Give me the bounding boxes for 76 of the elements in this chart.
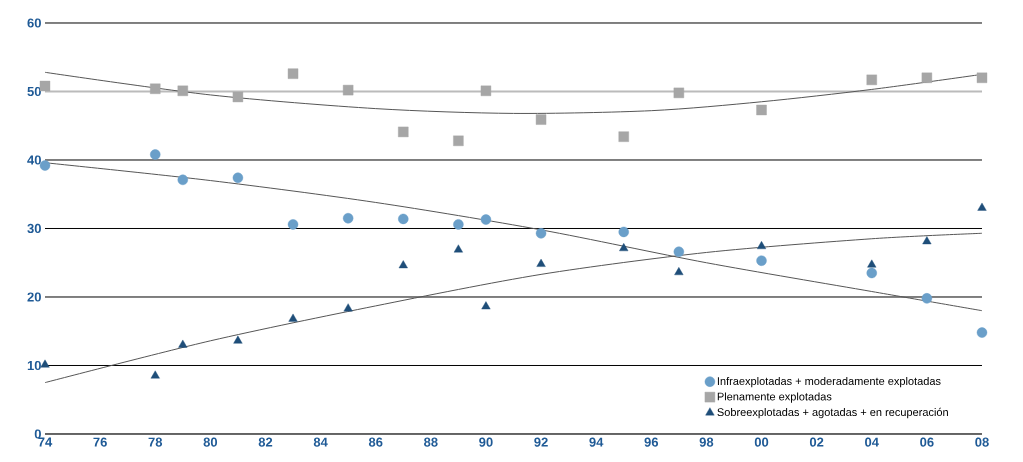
point bbox=[287, 68, 299, 79]
y-tick-label: 60 bbox=[27, 18, 41, 28]
point bbox=[453, 219, 464, 230]
point bbox=[618, 131, 629, 142]
x-tick-label: 92 bbox=[534, 437, 548, 447]
point bbox=[922, 236, 932, 245]
point bbox=[177, 174, 188, 186]
point bbox=[398, 260, 408, 269]
point bbox=[921, 293, 933, 304]
point bbox=[619, 243, 629, 252]
point bbox=[398, 126, 409, 138]
point bbox=[398, 213, 409, 225]
point bbox=[480, 85, 492, 96]
x-tick-label: 08 bbox=[975, 437, 989, 447]
point bbox=[535, 228, 547, 239]
point bbox=[480, 214, 492, 225]
legend-label: Infraexplotadas + moderadamente explotadas bbox=[717, 376, 941, 388]
x-tick-label: 74 bbox=[38, 437, 53, 447]
point bbox=[150, 83, 161, 94]
legend-label: Plenamente explotadas bbox=[717, 392, 832, 403]
point bbox=[232, 172, 244, 183]
x-tick-label: 90 bbox=[479, 437, 493, 447]
y-tick-label: 20 bbox=[27, 292, 41, 302]
x-tick-label: 04 bbox=[865, 437, 879, 447]
point bbox=[976, 327, 988, 338]
point bbox=[866, 267, 877, 279]
point bbox=[232, 91, 244, 103]
point bbox=[867, 259, 877, 268]
point bbox=[866, 74, 877, 86]
point bbox=[40, 359, 50, 368]
point bbox=[288, 313, 298, 322]
y-tick-label: 30 bbox=[27, 223, 41, 234]
point bbox=[756, 104, 767, 116]
point bbox=[343, 303, 353, 312]
point bbox=[756, 255, 767, 266]
x-tick-label: 88 bbox=[424, 437, 438, 447]
point bbox=[177, 85, 188, 96]
point bbox=[481, 301, 491, 310]
point bbox=[976, 72, 988, 83]
point bbox=[673, 246, 685, 257]
x-tick-label: 02 bbox=[809, 437, 824, 447]
point bbox=[150, 370, 160, 379]
x-tick-label: 06 bbox=[920, 437, 934, 447]
point bbox=[674, 267, 684, 276]
point bbox=[453, 135, 464, 147]
point bbox=[536, 258, 546, 267]
y-tick-label: 40 bbox=[27, 155, 41, 165]
x-tick-label: 78 bbox=[148, 437, 163, 447]
point bbox=[342, 84, 354, 96]
x-tick-label: 96 bbox=[644, 437, 659, 447]
y-tick-label: 0 bbox=[34, 429, 41, 439]
x-tick-label: 80 bbox=[203, 437, 218, 447]
legend-label: Sobreexplotadas + agotadas + en recuperación bbox=[717, 407, 948, 419]
x-tick-label: 98 bbox=[699, 437, 714, 447]
point bbox=[178, 339, 188, 348]
y-tick-label: 50 bbox=[27, 86, 41, 97]
point bbox=[921, 72, 933, 83]
point bbox=[150, 149, 161, 160]
x-tick-label: 76 bbox=[93, 437, 107, 447]
point bbox=[39, 160, 51, 171]
point bbox=[757, 241, 767, 249]
point bbox=[453, 244, 463, 253]
point bbox=[618, 226, 629, 238]
point bbox=[342, 213, 354, 224]
point bbox=[233, 335, 243, 344]
point bbox=[673, 87, 685, 99]
y-tick-label: 10 bbox=[27, 360, 41, 371]
point bbox=[39, 80, 51, 92]
x-tick-label: 00 bbox=[754, 437, 769, 447]
point bbox=[287, 219, 299, 230]
point bbox=[977, 202, 987, 211]
x-tick-label: 84 bbox=[313, 437, 328, 447]
x-tick-label: 86 bbox=[368, 437, 383, 447]
point bbox=[535, 114, 547, 125]
x-tick-label: 82 bbox=[258, 437, 273, 447]
x-tick-label: 94 bbox=[589, 437, 604, 447]
